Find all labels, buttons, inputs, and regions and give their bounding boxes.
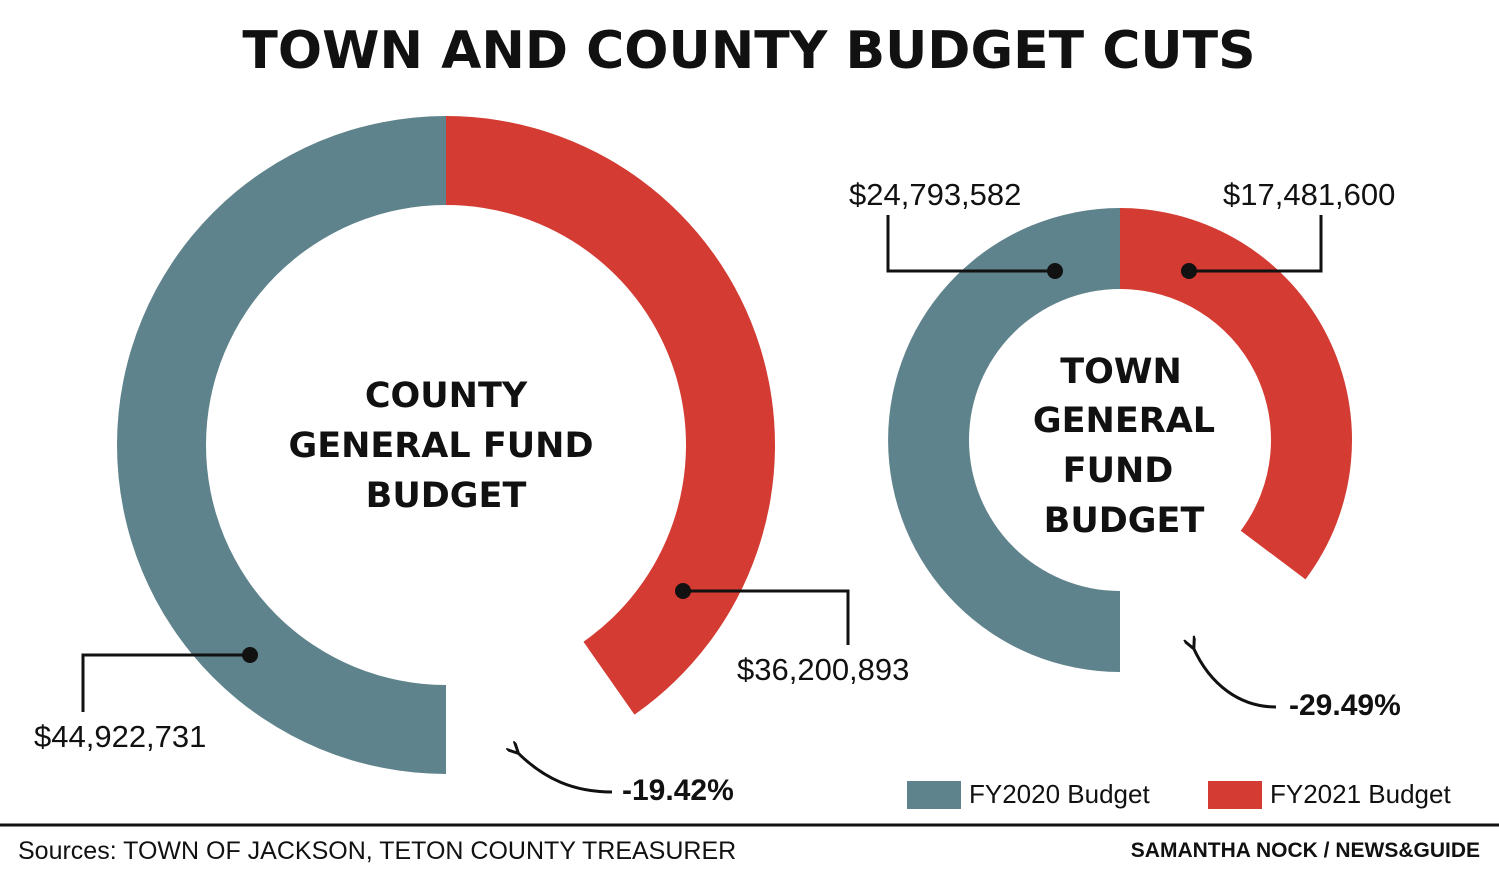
legend-label-fy2020: FY2020 Budget [969,779,1150,809]
town-title-line-3: FUND [1063,451,1174,491]
county-fy2021-dot [675,583,691,599]
town-title-line-1: TOWN [1060,352,1182,392]
county-fy2021-value: $36,200,893 [737,652,909,687]
county-fy2020-value: $44,922,731 [34,719,206,754]
legend-swatch-fy2020 [907,781,961,809]
town-fy2020-value: $24,793,582 [849,177,1021,212]
county-title-line-2: GENERAL FUND [288,426,593,466]
county-fy2021-arc [446,116,775,715]
town-fy2021-value: $17,481,600 [1223,177,1395,212]
footer-credit: SAMANTHA NOCK / NEWS&GUIDE [1131,839,1480,862]
town-fy2020-arc [888,208,1120,672]
town-donut: TOWN GENERAL FUND BUDGET $24,793,582 $17… [849,177,1401,722]
county-change-arrow [517,752,613,794]
town-title-line-4: BUDGET [1044,501,1205,541]
town-fy2020-leader [886,215,1055,273]
chart-title: TOWN AND COUNTY BUDGET CUTS [242,21,1255,81]
legend-swatch-fy2021 [1208,781,1262,809]
town-fy2020-dot [1047,263,1063,279]
legend-label-fy2021: FY2021 Budget [1270,779,1451,809]
county-title-line-3: BUDGET [366,476,527,516]
legend: FY2020 Budget FY2021 Budget [907,779,1451,809]
town-title-line-2: GENERAL [1033,401,1215,441]
county-fy2020-arc [117,116,446,774]
town-fy2021-leader [1189,215,1323,273]
town-fy2021-arc [1120,208,1352,580]
town-fy2021-dot [1181,263,1197,279]
county-fy2020-leader [81,653,250,712]
footer-sources: Sources: TOWN OF JACKSON, TETON COUNTY T… [18,837,736,865]
county-change-label: -19.42% [622,774,734,807]
town-change-arrow [1193,647,1277,709]
town-change-label: -29.49% [1289,689,1401,722]
county-donut: COUNTY GENERAL FUND BUDGET $44,922,731 $… [34,116,909,807]
county-fy2021-leader [683,589,850,645]
county-title-line-1: COUNTY [365,376,528,416]
county-fy2020-dot [242,647,258,663]
